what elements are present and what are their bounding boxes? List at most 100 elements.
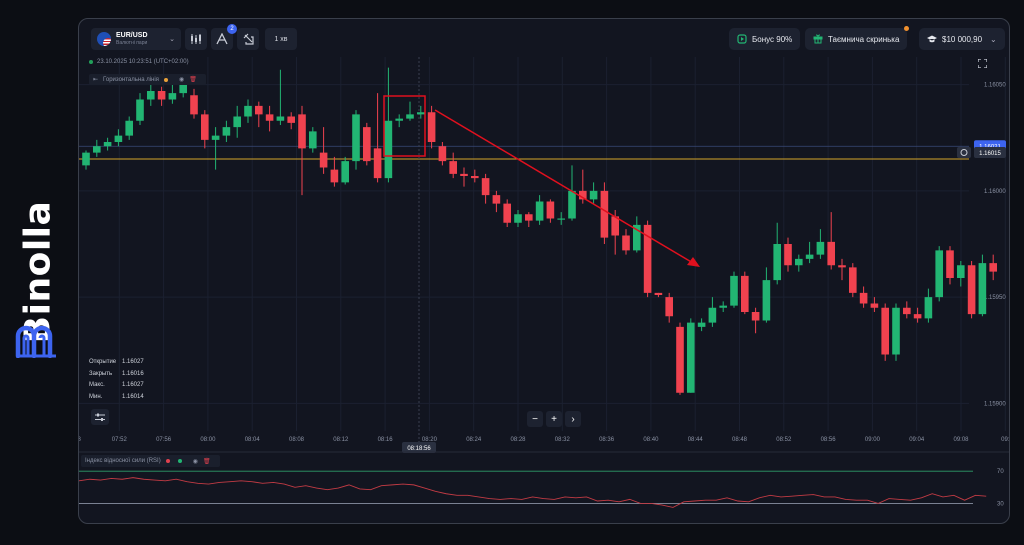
bonus-button[interactable]: Бонус 90%: [729, 28, 801, 50]
x-tick-label: 07:56: [156, 437, 172, 443]
candle-up: [719, 305, 727, 308]
asset-category: Валютні пари: [116, 39, 148, 46]
candle-down: [287, 116, 295, 123]
candle-down: [741, 275, 749, 312]
timeframe-button[interactable]: 1 хв: [265, 28, 297, 50]
eye-icon[interactable]: ◉: [178, 77, 185, 83]
zoom-out-button[interactable]: −: [527, 411, 543, 427]
fullscreen-icon: [977, 58, 987, 68]
candle-up: [147, 91, 155, 100]
candle-up: [352, 114, 360, 162]
chart-settings-button[interactable]: [91, 409, 109, 425]
mystery-box-button[interactable]: Таємнича скринька: [805, 26, 910, 50]
scroll-right-button[interactable]: ›: [565, 411, 581, 427]
candle-down: [471, 176, 479, 179]
rsi-color-dot-red: [165, 459, 170, 463]
ohlc-value: 1.16027: [122, 359, 144, 365]
candle-up: [93, 146, 101, 153]
candle-up: [276, 116, 285, 121]
x-tick-label: 07:52: [112, 437, 128, 443]
ohlc-panel: Открытие 1.16027 Закрыть 1.16016 Макс. 1.1602…: [89, 357, 144, 403]
candle-down: [190, 95, 198, 115]
y-tick-label: 1.15950: [984, 295, 1006, 301]
ohlc-row: Закрыть 1.16016: [89, 369, 144, 381]
candle-up: [730, 275, 738, 306]
candle-down: [676, 326, 684, 393]
indicators-button[interactable]: 2: [211, 24, 237, 50]
ohlc-label: Макс.: [89, 382, 105, 388]
x-tick-label: 08:20: [422, 437, 438, 443]
candle-down: [643, 224, 652, 293]
candle-up: [816, 241, 825, 255]
eur-usd-flag-icon: [97, 32, 111, 46]
candle-down: [967, 265, 976, 315]
indicator-icon: [216, 33, 228, 45]
candle-down: [157, 91, 166, 100]
candles-icon: [191, 34, 201, 44]
x-tick-label: 7:48: [79, 437, 81, 443]
balance-selector[interactable]: $10 000,90 ⌄: [919, 28, 1005, 50]
candle-down: [859, 292, 868, 304]
horizontal-line-tag[interactable]: ⇤ Горизонтальна лінія ◉ 🗑︎: [89, 74, 206, 85]
candle-up: [978, 263, 987, 315]
trash-icon[interactable]: 🗑︎: [189, 77, 197, 83]
candle-up: [168, 93, 177, 100]
candle-down: [827, 241, 835, 266]
candle-up: [935, 250, 943, 298]
asset-selector[interactable]: EUR/USD Валютні пари ⌄: [91, 28, 181, 50]
x-tick-label: 08:52: [776, 437, 792, 443]
rsi-tag[interactable]: Індекс відносної сили (RSI) ◉ 🗑︎: [81, 455, 220, 467]
x-tick-label: 08:40: [643, 437, 659, 443]
candle-up: [924, 297, 933, 319]
ohlc-value: 1.16027: [122, 382, 144, 388]
horizontal-line-label: Горизонтальна лінія: [103, 76, 159, 83]
rsi-line: [79, 477, 987, 508]
candle-down: [503, 203, 511, 223]
ohlc-value: 1.16014: [122, 393, 144, 400]
candle-up: [795, 258, 803, 266]
candle-up: [125, 120, 133, 136]
chart-type-button[interactable]: [185, 28, 207, 50]
candle-up: [762, 280, 771, 321]
datetime-text: 23.10.2025 10:23:51 (UTC+02:00): [97, 59, 189, 65]
horizontal-line-price-label: 1.16015: [979, 151, 1001, 157]
candle-up: [514, 214, 522, 223]
candle-up: [341, 161, 349, 183]
candle-down: [255, 105, 263, 115]
candle-up: [406, 114, 414, 119]
ohlc-row: Мин. 1.16014: [89, 392, 144, 404]
candle-down: [201, 114, 209, 140]
x-tick-label: 08:56: [821, 437, 837, 443]
fullscreen-button[interactable]: [975, 56, 989, 70]
eye-icon[interactable]: ◉: [192, 458, 198, 465]
horizontal-line-price-badge: [974, 147, 1006, 158]
candle-up: [633, 224, 641, 251]
candle-down: [784, 244, 792, 266]
candle-up: [773, 244, 781, 281]
x-tick-label: 08:28: [510, 437, 526, 443]
candle-down: [946, 250, 954, 278]
candle-down: [330, 169, 339, 183]
candle-up: [697, 322, 706, 327]
line-settings-badge: [957, 147, 971, 158]
x-tick-label: 08:16: [378, 437, 394, 443]
candle-up: [82, 152, 90, 166]
crosshair-time-label: 08:18:56: [407, 446, 431, 452]
candle-down: [913, 314, 922, 319]
y-tick-label: 1.16000: [984, 189, 1006, 195]
candle-down: [319, 152, 328, 168]
candle-up: [805, 254, 814, 259]
indicators-count-badge: 2: [227, 24, 237, 34]
candle-up: [687, 322, 695, 393]
trash-icon[interactable]: 🗑︎: [202, 458, 211, 465]
candle-down: [363, 127, 371, 162]
price-chart[interactable]: 1.16050 1.16000 1.15950 1.15900 7:48 07:52 07:…: [79, 19, 1010, 524]
candle-down: [449, 161, 457, 174]
drawing-tools-button[interactable]: [237, 28, 259, 50]
x-tick-label: 08:24: [466, 437, 482, 443]
candle-up: [103, 142, 112, 147]
notification-dot: [904, 26, 910, 31]
x-tick-label: 08:32: [555, 437, 571, 443]
candle-up: [535, 201, 544, 221]
zoom-in-button[interactable]: +: [546, 411, 562, 427]
